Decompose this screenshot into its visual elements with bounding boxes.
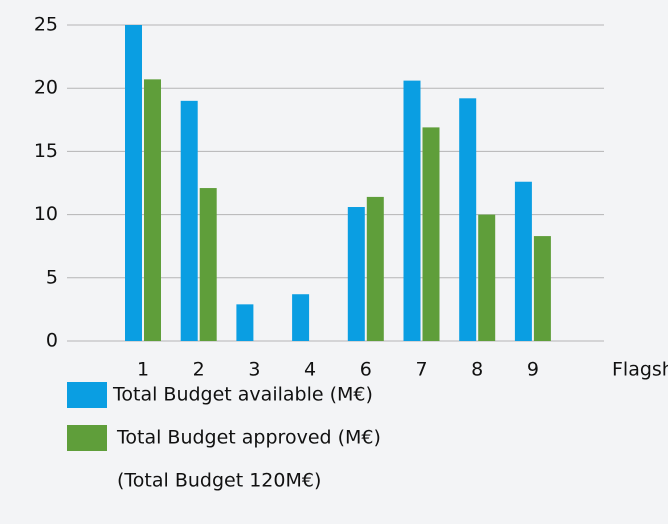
x-tick-label: 8 — [471, 359, 483, 381]
y-tick-label: 15 — [34, 140, 58, 162]
x-tick-label: 2 — [193, 359, 205, 381]
legend-swatch — [67, 382, 107, 408]
legend-label: Total Budget available (M€) — [112, 384, 373, 406]
x-tick-label: 7 — [415, 359, 427, 381]
y-tick-label: 5 — [46, 266, 58, 288]
y-tick-label: 20 — [34, 77, 58, 99]
x-tick-label: 1 — [137, 359, 149, 381]
bar — [459, 98, 477, 341]
bar — [478, 214, 496, 341]
bar — [366, 196, 384, 341]
bar — [347, 207, 365, 341]
x-tick-label: 6 — [360, 359, 372, 381]
bar — [180, 100, 198, 341]
bar — [533, 236, 551, 341]
legend-label: Total Budget approved (M€) — [116, 427, 381, 449]
bar — [144, 79, 161, 342]
y-tick-label: 10 — [34, 203, 58, 225]
bar — [125, 25, 142, 341]
bar — [422, 127, 440, 341]
note: (Total Budget 120M€) — [117, 470, 321, 492]
x-tick-label: 9 — [527, 359, 539, 381]
x-tick-label: 4 — [304, 359, 316, 381]
bar — [199, 188, 217, 341]
bar — [403, 80, 421, 341]
bar — [514, 181, 532, 341]
legend-swatch — [67, 425, 107, 451]
bar — [292, 294, 310, 341]
y-tick-label: 0 — [46, 330, 58, 352]
bar — [236, 304, 254, 341]
x-axis-label: Flagship — [612, 359, 668, 381]
x-tick-label: 3 — [248, 359, 260, 381]
y-tick-label: 25 — [34, 14, 58, 36]
